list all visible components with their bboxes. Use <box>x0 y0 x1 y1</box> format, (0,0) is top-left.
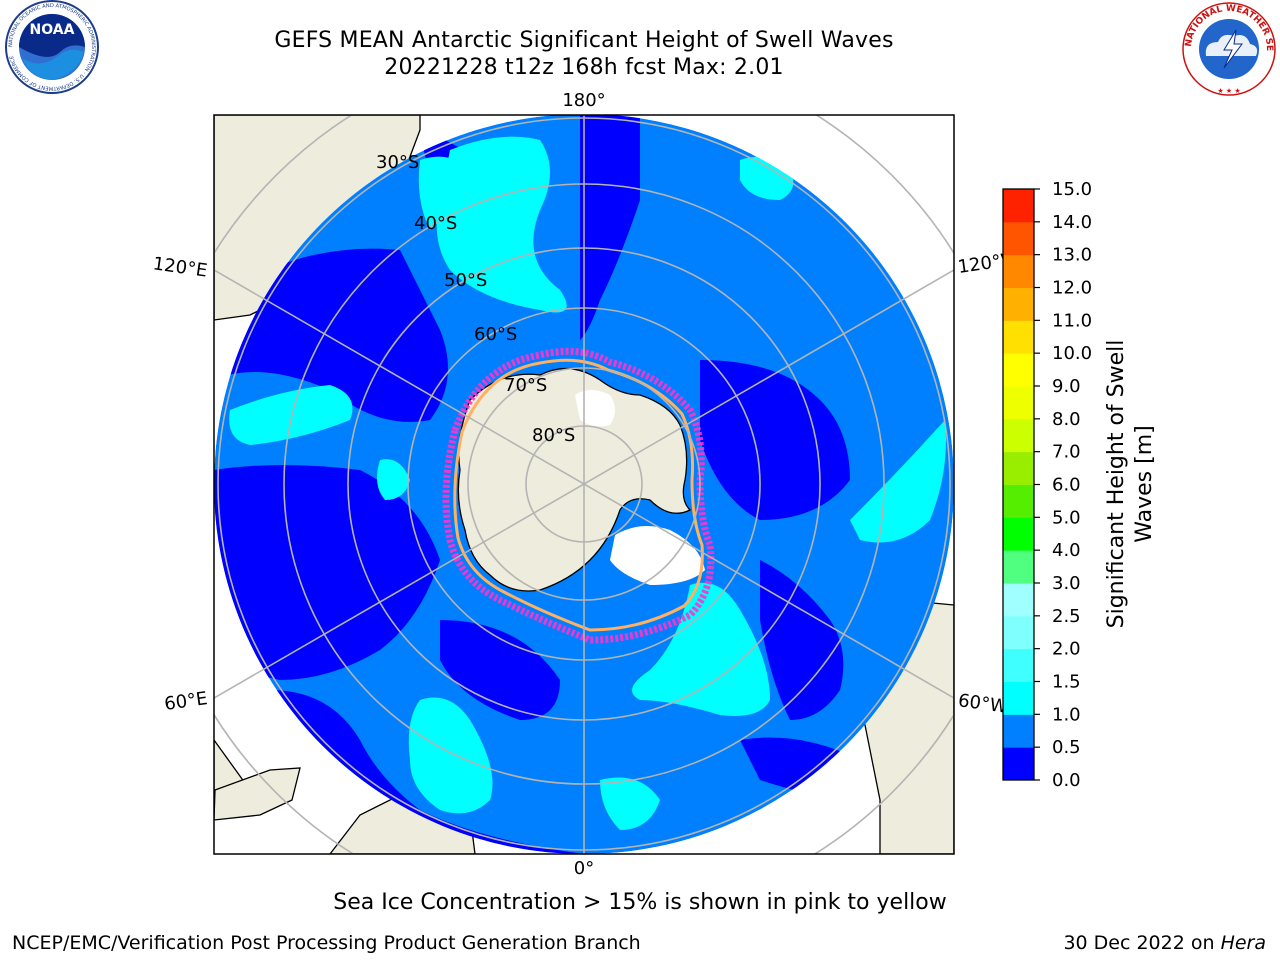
nws-logo-ring-text: NATIONAL WEATHER SERVICE <box>0 0 1274 51</box>
colorbar-segment <box>1003 550 1034 584</box>
colorbar-segment <box>1003 451 1034 485</box>
graticule <box>214 115 954 854</box>
antarctica-land <box>457 367 692 592</box>
map-panel <box>213 114 955 855</box>
lon-label-180: 180° <box>562 90 605 111</box>
swell-mid-regions <box>229 136 946 830</box>
sea-ice-caption: Sea Ice Concentration > 15% is shown in … <box>333 890 947 915</box>
svg-text:NATIONAL WEATHER SERVICE: NATIONAL WEATHER SERVICE <box>0 0 1274 51</box>
colorbar-segment <box>1003 517 1034 551</box>
colorbar-tick-label: 0.0 <box>1052 770 1081 791</box>
colorbar-segment <box>1003 484 1034 518</box>
lat-label-50s: 50°S <box>444 270 487 291</box>
colorbar-segment <box>1003 615 1034 650</box>
colorbar-segment <box>1003 681 1034 715</box>
lat-label-40s: 40°S <box>414 213 457 234</box>
colorbar-tick-label: 2.5 <box>1052 606 1081 627</box>
colorbar-tick-label: 12.0 <box>1052 278 1092 299</box>
colorbar-segment <box>1003 189 1034 223</box>
colorbar-tick-label: 5.0 <box>1052 507 1081 528</box>
colorbar-segment <box>1003 386 1034 420</box>
colorbar-tick-label: 2.0 <box>1052 639 1081 660</box>
noaa-logo: NOAA NATIONAL OCEANIC AND ATMOSPHERIC AD… <box>5 0 99 94</box>
colorbar-tick-label: 14.0 <box>1052 212 1092 233</box>
colorbar-tick-label: 3.0 <box>1052 573 1081 594</box>
date-text: 30 Dec 2022 on <box>1063 932 1221 954</box>
svg-text:★ ★ ★: ★ ★ ★ <box>1217 87 1240 95</box>
colorbar-tick-label: 1.5 <box>1052 672 1081 693</box>
colorbar-tick-label: 9.0 <box>1052 376 1081 397</box>
colorbar-segment <box>1003 320 1034 354</box>
chart-subtitle: 20221228 t12z 168h fcst Max: 2.01 <box>384 55 784 80</box>
colorbar-segment <box>1003 648 1034 682</box>
colorbar-tick-label: 4.0 <box>1052 540 1081 561</box>
ice-shelf-ross <box>575 390 615 427</box>
colorbar-label-line1: Significant Height of Swell <box>1104 340 1129 629</box>
colorbar-tick-label: 7.0 <box>1052 442 1081 463</box>
colorbar-tick-label: 10.0 <box>1052 343 1092 364</box>
lon-label-60w: 60°W <box>957 690 1009 718</box>
colorbar-label-line2: Waves [m] <box>1132 425 1157 542</box>
colorbar-tick-label: 15.0 <box>1052 179 1092 200</box>
colorbar: 0.0 0.5 1.0 1.5 2.0 2.5 3.0 4.0 5.0 6.0 7.0 8.0 9.0 1… <box>1002 179 1157 791</box>
host-name: Hera <box>1220 932 1266 954</box>
colorbar-segment <box>1003 221 1034 256</box>
date-stamp: 30 Dec 2022 on Hera <box>1063 932 1266 954</box>
lon-label-0: 0° <box>574 858 594 879</box>
colorbar-segment <box>1003 353 1034 387</box>
lat-label-30s: 30°S <box>376 152 419 173</box>
lat-label-70s: 70°S <box>504 375 547 396</box>
noaa-logo-word: NOAA <box>30 22 75 38</box>
colorbar-segment <box>1003 747 1034 781</box>
lat-label-80s: 80°S <box>532 425 575 446</box>
colorbar-segment <box>1003 254 1034 288</box>
colorbar-tick-label: 6.0 <box>1052 475 1081 496</box>
lon-label-60e: 60°E <box>163 688 209 715</box>
colorbar-tick-label: 13.0 <box>1052 245 1092 266</box>
colorbar-tick-label: 0.5 <box>1052 737 1081 758</box>
lon-label-120e: 120°E <box>152 253 209 281</box>
colorbar-segment <box>1003 583 1034 617</box>
nws-logo: NATIONAL WEATHER SERVICE ★ ★ ★ <box>0 0 1276 96</box>
credit-line: NCEP/EMC/Verification Post Processing Pr… <box>12 932 641 954</box>
colorbar-tick-label: 1.0 <box>1052 704 1081 725</box>
colorbar-segment <box>1003 287 1034 321</box>
map-frame <box>213 114 955 855</box>
latitude-labels: 30°S 40°S 50°S 60°S 70°S 80°S <box>376 152 575 446</box>
lat-label-60s: 60°S <box>474 324 517 345</box>
colorbar-segment <box>1003 714 1034 748</box>
colorbar-tick-label: 11.0 <box>1052 310 1092 331</box>
sea-ice-edge <box>442 347 715 644</box>
chart-title: GEFS MEAN Antarctic Significant Height o… <box>274 28 894 53</box>
colorbar-tick-label: 8.0 <box>1052 409 1081 430</box>
colorbar-segment <box>1003 418 1034 453</box>
